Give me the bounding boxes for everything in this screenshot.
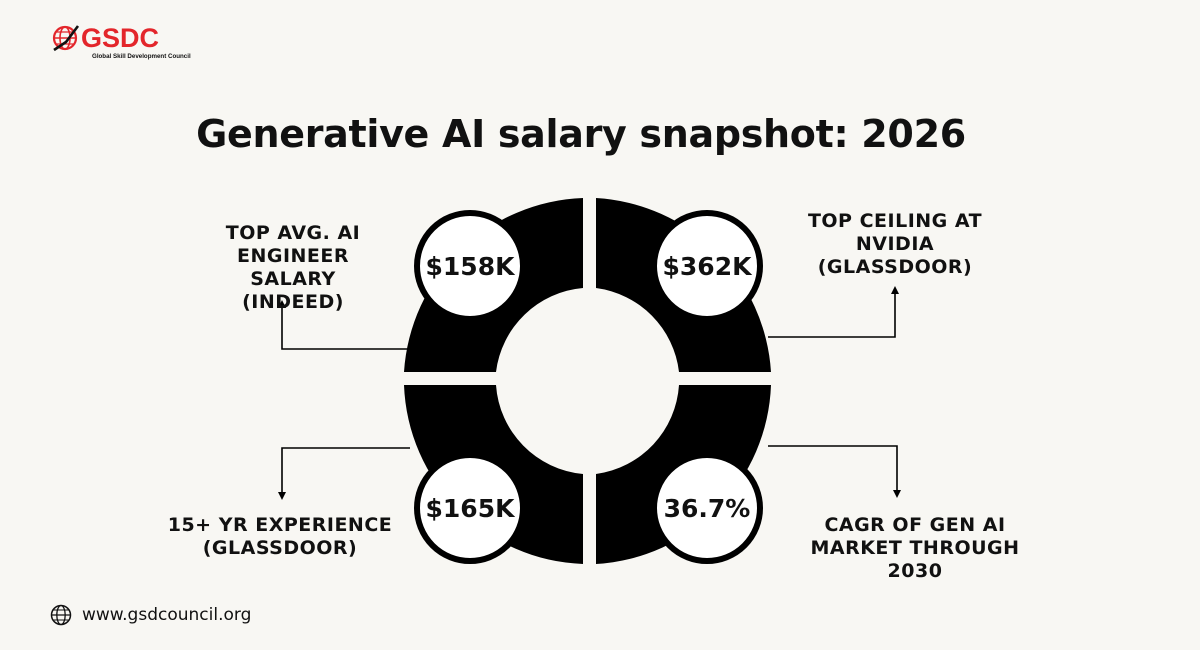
stat-badge-experience: $165K [414, 452, 526, 564]
arrow-down-icon [278, 492, 286, 500]
stat-badge-avg-ai-salary: $158K [414, 210, 526, 322]
gsdc-logo: GSDC Global Skill Development Council [52, 18, 202, 62]
stat-label-avg-ai-salary: TOP AVG. AI ENGINEER SALARY (INDEED) [225, 222, 361, 313]
website-url[interactable]: www.gsdcouncil.org [82, 605, 252, 625]
connector-bottom-right [768, 445, 898, 492]
stat-label-market-cagr: CAGR OF GEN AI MARKET THROUGH 2030 [810, 514, 1020, 582]
logo-subtitle: Global Skill Development Council [92, 53, 191, 60]
globe-icon [50, 604, 72, 626]
logo-name: GSDC [81, 23, 159, 53]
stat-label-nvidia-ceiling: TOP CEILING AT NVIDIA (GLASSDOOR) [807, 210, 983, 278]
arrow-up-icon [891, 286, 899, 294]
connector-top-left [281, 306, 410, 350]
footer-website[interactable]: www.gsdcouncil.org [50, 604, 251, 626]
arrow-up-icon [278, 300, 286, 308]
stat-label-experience: 15+ YR EXPERIENCE (GLASSDOOR) [167, 514, 393, 559]
page-title: Generative AI salary snapshot: 2026 [196, 112, 966, 156]
arrow-down-icon [893, 490, 901, 498]
connector-bottom-left [281, 447, 410, 494]
stat-badge-nvidia-ceiling: $362K [651, 210, 763, 322]
stat-badge-market-cagr: 36.7% [651, 452, 763, 564]
connector-top-right [768, 292, 896, 338]
globe-icon [52, 25, 80, 52]
